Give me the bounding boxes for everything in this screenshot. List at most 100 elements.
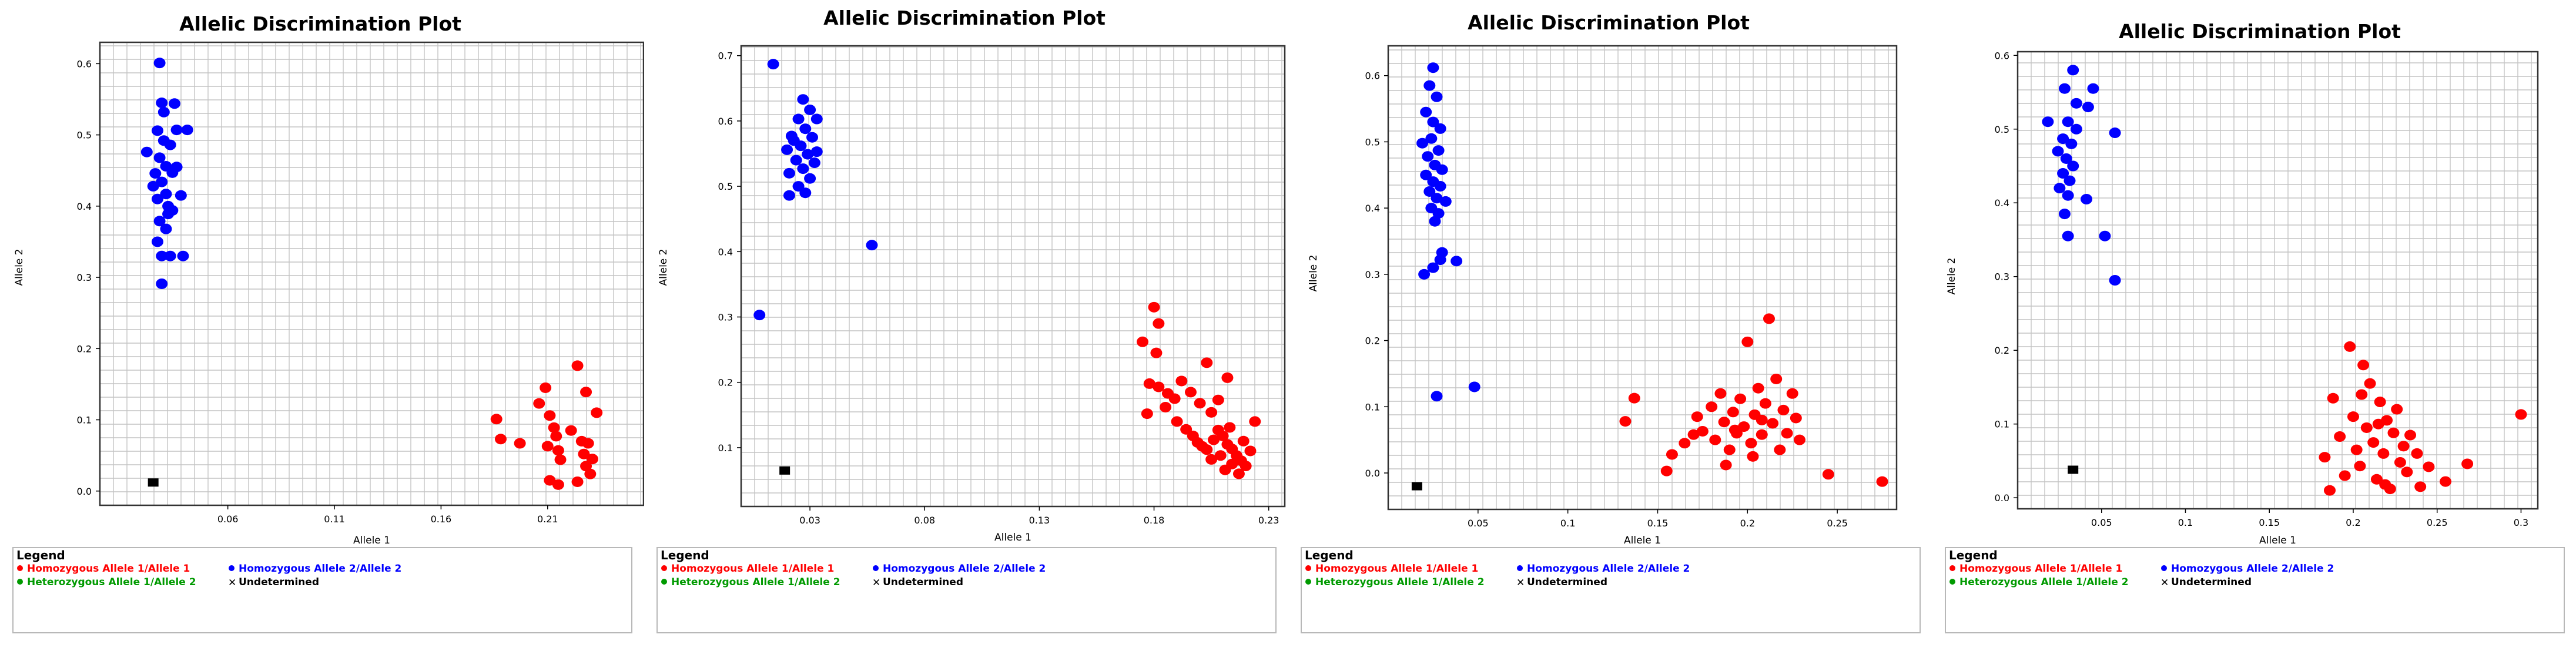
data-point: [781, 144, 793, 155]
data-point: [1205, 454, 1218, 465]
data-point: [1431, 193, 1443, 204]
data-point: [2411, 448, 2423, 459]
legend-box: [656, 547, 1277, 633]
data-point: [810, 146, 823, 157]
data-point: [1774, 444, 1786, 455]
x-tick-label: 0.3: [2514, 517, 2528, 528]
data-point: [804, 104, 816, 115]
data-point-undetermined: [1411, 482, 1422, 491]
data-point: [1431, 91, 1443, 102]
data-point: [1727, 407, 1739, 418]
legend-marker-dot-icon: [2161, 565, 2167, 571]
data-point: [2057, 168, 2069, 179]
data-point: [2356, 389, 2368, 400]
data-point: [140, 146, 153, 157]
legend-item-label: Homozygous Allele 1/Allele 1: [671, 563, 834, 575]
x-tick-label: 0.15: [1647, 518, 1669, 529]
data-point: [565, 425, 577, 436]
data-point: [1741, 336, 1754, 347]
data-point: [494, 434, 507, 445]
y-tick-label: 0.6: [718, 116, 733, 127]
data-point: [548, 422, 560, 433]
y-tick-label: 0.1: [1995, 419, 2009, 430]
x-tick-label: 0.03: [799, 515, 820, 526]
data-point: [866, 240, 878, 251]
chart-title: Allelic Discrimination Plot: [823, 6, 1106, 29]
data-point: [1420, 169, 1432, 180]
data-point: [2065, 138, 2078, 149]
series-homozygous-allele-2-allele-2: [2042, 65, 2121, 286]
x-axis-label: Allele 1: [353, 535, 390, 546]
data-point: [571, 476, 584, 487]
legend-box: [12, 547, 632, 633]
data-point: [1696, 425, 1709, 437]
data-point: [1619, 416, 1632, 427]
legend-title: Legend: [1949, 548, 1998, 562]
y-tick-label: 0.0: [1995, 492, 2009, 504]
data-point: [799, 187, 812, 199]
data-point: [2391, 404, 2403, 415]
data-point: [797, 163, 809, 175]
data-point: [1427, 116, 1439, 127]
legend-item-label: Heterozygous Allele 1/Allele 2: [671, 576, 840, 588]
data-point: [1434, 180, 1446, 192]
data-point: [584, 468, 597, 479]
data-point: [2370, 474, 2383, 485]
data-point: [1723, 444, 1736, 455]
chart-title: Allelic Discrimination Plot: [1468, 11, 1750, 34]
data-point: [153, 58, 166, 69]
data-point: [1416, 137, 1429, 149]
data-point: [533, 398, 545, 409]
allelic-plot-2: Allelic Discrimination Plot 0.03 0.08 0.13 0…: [656, 6, 1286, 633]
data-point: [181, 125, 193, 136]
legend-item-label: Homozygous Allele 1/Allele 1: [1315, 563, 1478, 575]
y-axis-label: Allele 2: [1308, 255, 1319, 292]
data-point: [1714, 388, 1727, 399]
legend-item-label: Heterozygous Allele 1/Allele 2: [27, 576, 196, 588]
data-point: [806, 132, 818, 143]
data-point: [1756, 414, 1768, 425]
legend-box: [1301, 547, 1921, 633]
data-point: [753, 310, 766, 321]
data-point: [1439, 196, 1452, 207]
data-point: [1143, 378, 1155, 389]
data-point: [175, 190, 187, 201]
data-point: [156, 98, 168, 109]
data-point: [1666, 449, 1678, 460]
data-point: [2099, 230, 2111, 241]
data-point: [2377, 448, 2390, 459]
y-tick-label: 0.6: [1995, 50, 2009, 61]
y-tick-label: 0.6: [77, 58, 92, 69]
data-point: [147, 180, 159, 192]
data-point: [1217, 430, 1229, 441]
y-axis-label: Allele 2: [658, 249, 669, 286]
data-point: [1429, 216, 1441, 227]
legend-item-label: Heterozygous Allele 1/Allele 2: [1959, 576, 2129, 588]
data-point: [1420, 106, 1432, 118]
data-point: [2081, 193, 2093, 204]
data-point: [792, 113, 805, 125]
data-point: [2062, 116, 2074, 127]
data-point: [799, 123, 812, 135]
data-point: [514, 438, 526, 449]
data-point: [1790, 412, 1802, 424]
data-point: [149, 168, 162, 179]
y-tick-label: 0.3: [77, 272, 92, 283]
x-tick-label: 0.05: [2091, 517, 2112, 528]
data-point: [1793, 434, 1805, 445]
data-point: [1232, 468, 1245, 479]
data-point: [2067, 160, 2079, 172]
legend-item-label: Homozygous Allele 2/Allele 2: [883, 563, 1046, 575]
data-point: [580, 387, 592, 398]
data-point: [1432, 208, 1445, 219]
data-point: [1777, 404, 1790, 415]
data-point: [2109, 275, 2121, 286]
data-point: [1418, 269, 1431, 280]
data-point: [544, 410, 556, 421]
data-point: [2354, 461, 2366, 472]
data-point: [156, 250, 168, 261]
data-point: [2327, 392, 2339, 404]
legend-item-label: Homozygous Allele 1/Allele 1: [1959, 563, 2122, 575]
data-point: [1434, 254, 1446, 266]
chart-title: Allelic Discrimination Plot: [2119, 20, 2401, 43]
